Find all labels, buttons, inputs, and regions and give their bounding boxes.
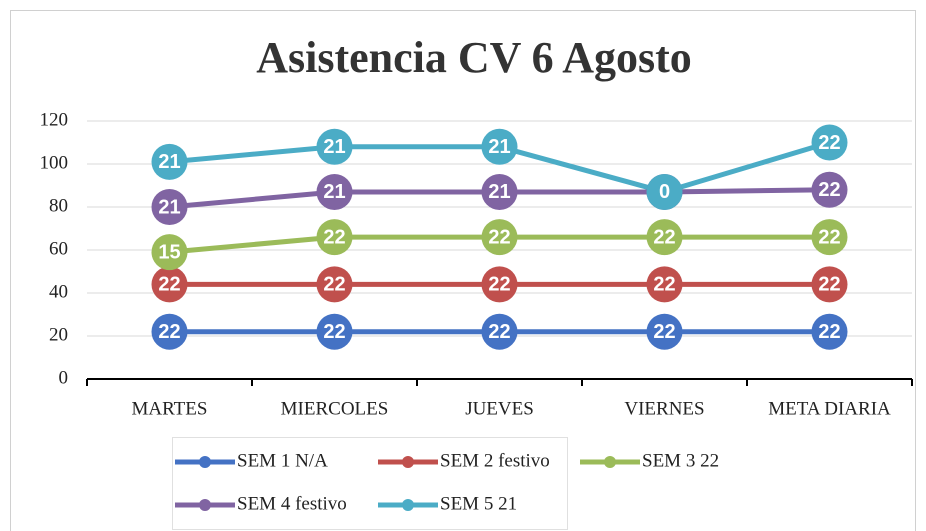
marker bbox=[481, 219, 518, 256]
y-tick-label: 60 bbox=[49, 238, 68, 259]
legend-marker bbox=[199, 499, 211, 511]
x-tick-label: META DIARIA bbox=[768, 398, 891, 419]
data-label: 22 bbox=[488, 274, 510, 296]
x-tick-label: JUEVES bbox=[465, 398, 534, 419]
marker bbox=[646, 266, 683, 303]
marker bbox=[646, 313, 683, 350]
data-label: 21 bbox=[158, 151, 180, 173]
data-label: 22 bbox=[818, 226, 840, 248]
x-tick-label: VIERNES bbox=[624, 398, 704, 419]
data-label: 22 bbox=[818, 321, 840, 343]
marker bbox=[811, 266, 848, 303]
y-tick-label: 100 bbox=[40, 152, 69, 173]
marker bbox=[481, 173, 518, 210]
marker bbox=[316, 313, 353, 350]
data-label: 22 bbox=[818, 274, 840, 296]
marker bbox=[151, 189, 188, 225]
legend-label: SEM 1 N/A bbox=[237, 450, 328, 471]
marker bbox=[316, 173, 353, 210]
data-label: 22 bbox=[323, 274, 345, 296]
data-label: 22 bbox=[488, 226, 510, 248]
chart-title: Asistencia CV 6 Agosto bbox=[256, 33, 692, 82]
x-tick-label: MARTES bbox=[132, 398, 208, 419]
data-label: 22 bbox=[158, 274, 180, 296]
marker bbox=[811, 219, 848, 256]
marker bbox=[646, 219, 683, 256]
data-label: 21 bbox=[323, 136, 345, 158]
data-label: 22 bbox=[818, 179, 840, 201]
marker bbox=[316, 219, 353, 256]
x-tick-label: MIERCOLES bbox=[281, 398, 389, 419]
data-label: 22 bbox=[323, 321, 345, 343]
legend-box bbox=[172, 437, 568, 530]
data-label: 22 bbox=[653, 226, 675, 248]
marker bbox=[646, 173, 683, 210]
legend-label: SEM 3 22 bbox=[642, 450, 719, 471]
data-label: 21 bbox=[488, 136, 510, 158]
data-label: 22 bbox=[488, 321, 510, 343]
legend-marker bbox=[604, 456, 616, 468]
y-tick-label: 20 bbox=[49, 324, 68, 345]
marker bbox=[811, 313, 848, 350]
data-label: 21 bbox=[323, 181, 345, 203]
legend-label: SEM 2 festivo bbox=[440, 450, 550, 471]
marker bbox=[481, 128, 518, 165]
y-tick-label: 0 bbox=[59, 367, 69, 388]
marker bbox=[151, 266, 188, 303]
data-label: 15 bbox=[158, 241, 180, 263]
legend-label: SEM 5 21 bbox=[440, 493, 517, 514]
data-label: 22 bbox=[323, 226, 345, 248]
legend-label: SEM 4 festivo bbox=[237, 493, 347, 514]
data-label: 22 bbox=[158, 321, 180, 343]
marker bbox=[481, 266, 518, 303]
marker bbox=[481, 313, 518, 350]
data-label: 22 bbox=[653, 274, 675, 296]
marker bbox=[151, 143, 188, 180]
legend-marker bbox=[402, 456, 414, 468]
data-label: 22 bbox=[653, 321, 675, 343]
marker bbox=[811, 171, 848, 208]
chart-border bbox=[10, 10, 916, 531]
marker bbox=[316, 128, 353, 165]
marker bbox=[811, 124, 848, 161]
legend-marker bbox=[402, 499, 414, 511]
y-tick-label: 40 bbox=[49, 281, 68, 302]
data-label: 21 bbox=[158, 196, 180, 218]
y-tick-label: 80 bbox=[49, 195, 68, 216]
legend-marker bbox=[199, 456, 211, 468]
data-label: 0 bbox=[659, 181, 670, 203]
marker bbox=[151, 234, 188, 271]
marker bbox=[316, 266, 353, 303]
data-label: 22 bbox=[818, 132, 840, 154]
data-label: 21 bbox=[488, 181, 510, 203]
y-tick-label: 120 bbox=[40, 109, 69, 130]
marker bbox=[151, 313, 188, 350]
